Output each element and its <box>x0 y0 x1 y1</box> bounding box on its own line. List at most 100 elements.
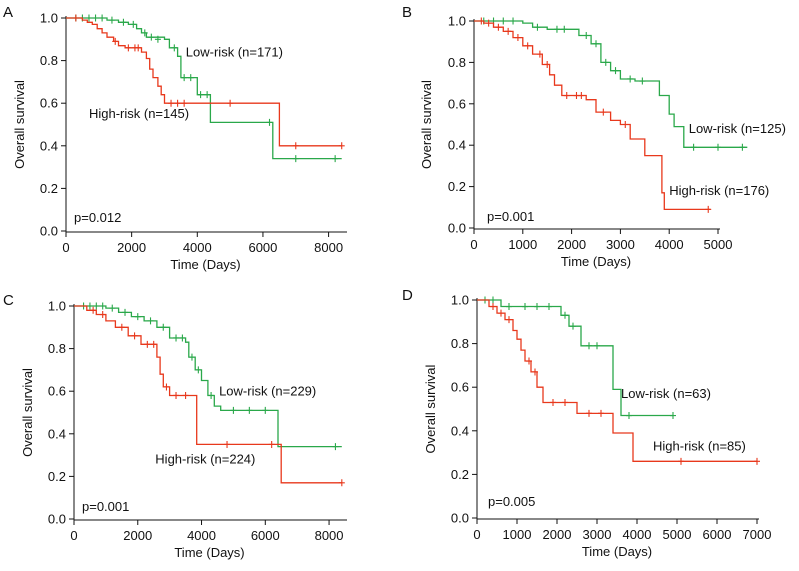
x-tick-label: 0 <box>62 240 69 255</box>
panel-b-km-plot: 0 1000 2000 3000 4000 5000 0.0 0.2 0.4 0.6 0.8 1.0 T… <box>419 14 786 270</box>
low-risk-censor-mark <box>561 25 568 33</box>
high-risk-group-label: High-risk (n=224) <box>155 452 255 467</box>
y-tick-label: 0.4 <box>40 138 58 153</box>
low-risk-censor-mark <box>534 303 540 311</box>
high-risk-censor-mark <box>754 457 760 465</box>
low-risk-censor-mark <box>171 44 178 52</box>
high-risk-censor-mark <box>598 409 604 417</box>
y-tick-label: 0.8 <box>48 341 66 356</box>
high-risk-censor-mark <box>227 99 234 107</box>
high-risk-censor-mark <box>150 340 157 348</box>
high-risk-censor-mark <box>268 440 275 448</box>
low-risk-group-label: Low-risk (n=125) <box>689 121 786 136</box>
high-risk-censor-mark <box>526 357 532 365</box>
low-risk-censor-mark <box>188 353 195 361</box>
y-tick-label: 0.4 <box>451 423 469 438</box>
high-risk-censor-mark <box>505 27 512 35</box>
low-risk-censor-mark <box>99 302 106 310</box>
low-risk-censor-mark <box>187 74 194 82</box>
x-axis-title: Time (Days) <box>582 544 652 559</box>
high-risk-survival-curve <box>66 17 342 147</box>
y-tick-label: 0.6 <box>48 384 66 399</box>
high-risk-group-label: High-risk (n=176) <box>669 183 769 198</box>
y-tick-label: 0.0 <box>448 221 466 236</box>
panel-a-km-plot: 0 2000 4000 6000 8000 0.0 0.2 0.4 0.6 0.8 1.0 Time … <box>12 11 347 272</box>
low-risk-censor-mark <box>181 74 188 82</box>
high-risk-censor-mark <box>224 440 231 448</box>
y-tick-label: 0.2 <box>448 179 466 194</box>
high-risk-censor-mark <box>622 121 629 128</box>
y-tick-label: 1.0 <box>448 14 466 29</box>
low-risk-censor-mark <box>332 155 339 163</box>
x-tick-label: 8000 <box>315 528 344 543</box>
low-risk-censor-mark <box>197 91 204 99</box>
high-risk-censor-mark <box>544 60 551 68</box>
high-risk-censor-mark <box>678 457 684 465</box>
low-risk-censor-mark <box>639 77 646 85</box>
high-risk-censor-mark <box>586 409 592 417</box>
x-tick-label: 5000 <box>663 527 692 542</box>
low-risk-censor-mark <box>690 143 697 151</box>
low-risk-censor-mark <box>147 317 154 325</box>
high-risk-censor-mark <box>125 44 132 52</box>
x-tick-label: 7000 <box>743 527 772 542</box>
high-risk-censor-mark <box>144 340 151 348</box>
y-axis-title: Overall survival <box>419 80 434 169</box>
panel-c-km-plot: 0 2000 4000 6000 8000 0.0 0.2 0.4 0.6 0.8 1.0 Time … <box>20 299 347 560</box>
low-risk-censor-mark <box>670 412 676 420</box>
high-risk-censor-mark <box>506 316 512 324</box>
high-risk-censor-mark <box>168 99 175 107</box>
y-tick-label: 1.0 <box>451 293 469 308</box>
high-risk-censor-mark <box>524 42 531 50</box>
high-risk-censor-mark <box>174 99 181 107</box>
low-risk-censor-mark <box>85 14 92 22</box>
low-risk-censor-mark <box>204 91 211 99</box>
high-risk-censor-mark <box>338 142 345 150</box>
low-risk-censor-mark <box>134 313 141 321</box>
y-axis-title: Overall survival <box>12 80 27 169</box>
low-risk-censor-mark <box>120 18 127 26</box>
low-risk-censor-mark <box>154 35 161 43</box>
low-risk-censor-mark <box>627 75 634 83</box>
x-tick-label: 5000 <box>704 237 733 252</box>
low-risk-censor-mark <box>122 308 129 316</box>
low-risk-censor-mark <box>490 296 496 304</box>
low-risk-censor-mark <box>586 342 592 350</box>
low-risk-censor-mark <box>173 334 180 342</box>
high-risk-censor-mark <box>292 142 299 150</box>
low-risk-censor-mark <box>594 342 600 350</box>
low-risk-censor-mark <box>562 311 568 319</box>
low-risk-censor-mark <box>593 40 599 48</box>
y-axis-title: Overall survival <box>20 368 35 457</box>
low-risk-censor-mark <box>292 155 299 163</box>
high-risk-censor-mark <box>173 391 180 399</box>
low-risk-censor-mark <box>332 443 339 451</box>
p-value: p=0.005 <box>488 494 535 509</box>
high-risk-group-label: High-risk (n=145) <box>89 106 189 121</box>
x-tick-label: 6000 <box>703 527 732 542</box>
high-risk-censor-mark <box>478 17 485 25</box>
x-tick-label: 4000 <box>623 527 652 542</box>
y-tick-label: 0.6 <box>451 380 469 395</box>
low-risk-survival-curve <box>74 305 342 448</box>
low-risk-censor-mark <box>92 14 99 22</box>
low-risk-censor-mark <box>246 406 253 414</box>
panel-letter-d: D <box>402 287 413 304</box>
low-risk-censor-mark <box>109 304 116 312</box>
y-tick-label: 0.0 <box>451 511 469 526</box>
x-tick-label: 2000 <box>557 237 586 252</box>
x-tick-label: 3000 <box>606 237 635 252</box>
high-risk-censor-mark <box>131 332 138 340</box>
high-risk-censor-mark <box>181 99 188 107</box>
high-risk-censor-mark <box>705 205 712 213</box>
high-risk-censor-mark <box>550 398 556 406</box>
p-value: p=0.001 <box>82 499 129 514</box>
low-risk-censor-mark <box>510 17 517 25</box>
high-risk-censor-mark <box>563 92 570 100</box>
x-axis-title: Time (Days) <box>561 254 631 269</box>
x-tick-label: 1000 <box>503 527 532 542</box>
low-risk-survival-curve <box>66 17 342 160</box>
low-risk-censor-mark <box>130 20 137 28</box>
y-tick-label: 0.8 <box>451 336 469 351</box>
